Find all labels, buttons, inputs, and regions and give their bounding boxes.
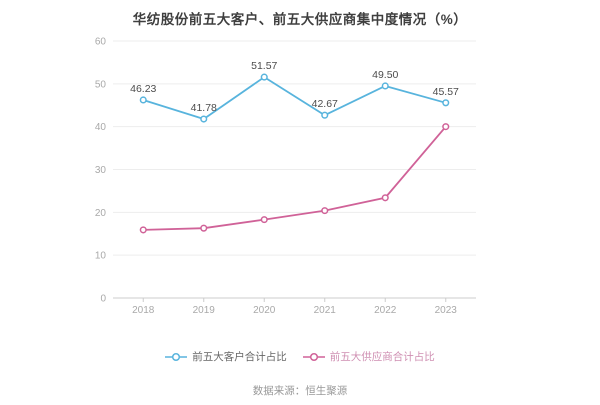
data-label-0-2020: 51.57 [251,60,277,72]
data-point-0-2018[interactable] [139,96,147,104]
data-point-0-2022[interactable] [381,82,389,90]
data-label-0-2022: 49.50 [372,69,398,81]
line-chart-canvas: 0 10 20 30 40 50 60 2018 2019 2020 2021 2022 2023 46.… [95,37,476,316]
data-point-1-2021[interactable] [321,207,329,215]
legend-line-marker-suppliers [302,352,325,361]
data-point-1-2018[interactable] [139,226,147,234]
legend-line-marker-customers [165,352,188,361]
data-point-0-2021[interactable] [321,111,329,119]
y-tick-label-50: 50 [95,79,107,90]
y-tick-label-20: 20 [95,208,107,219]
x-tick-label-2022: 2022 [374,305,397,316]
chart-legend: 前五大客户合计占比 前五大供应商合计占比 [0,349,600,364]
legend-circle-customers [172,352,181,361]
data-point-1-2020[interactable] [260,216,268,224]
legend-label-suppliers: 前五大供应商合计占比 [329,351,435,363]
data-point-0-2023[interactable] [442,99,450,107]
data-point-1-2019[interactable] [200,224,208,232]
legend-item-customers[interactable]: 前五大客户合计占比 [165,349,287,364]
x-tick-label-2019: 2019 [193,305,216,316]
legend-circle-suppliers [309,352,318,361]
data-label-0-2021: 42.67 [312,98,338,110]
data-point-1-2022[interactable] [381,194,389,202]
data-point-0-2019[interactable] [200,115,208,123]
y-tick-label-10: 10 [95,251,107,262]
data-label-0-2023: 45.57 [433,86,459,98]
series-line-1 [143,126,447,231]
x-tick-label-2018: 2018 [132,305,155,316]
data-label-0-2019: 41.78 [191,102,217,114]
chart-title: 华纺股份前五大客户、前五大供应商集中度情况（%） [132,12,468,27]
y-tick-label-0: 0 [100,294,106,305]
y-tick-label-30: 30 [95,165,107,176]
x-tick-label-2021: 2021 [314,305,337,316]
y-tick-label-60: 60 [95,37,107,48]
data-source-text: 数据来源：恒生聚源 [252,385,348,397]
data-point-0-2020[interactable] [260,73,268,81]
series-line-0 [142,76,446,120]
legend-item-suppliers[interactable]: 前五大供应商合计占比 [302,349,435,364]
x-tick-label-2023: 2023 [435,305,458,316]
x-tick-label-2020: 2020 [253,305,276,316]
data-point-1-2023[interactable] [442,123,450,131]
legend-label-customers: 前五大客户合计占比 [192,351,287,363]
data-label-0-2018: 46.23 [130,83,156,95]
y-tick-label-40: 40 [95,122,107,133]
